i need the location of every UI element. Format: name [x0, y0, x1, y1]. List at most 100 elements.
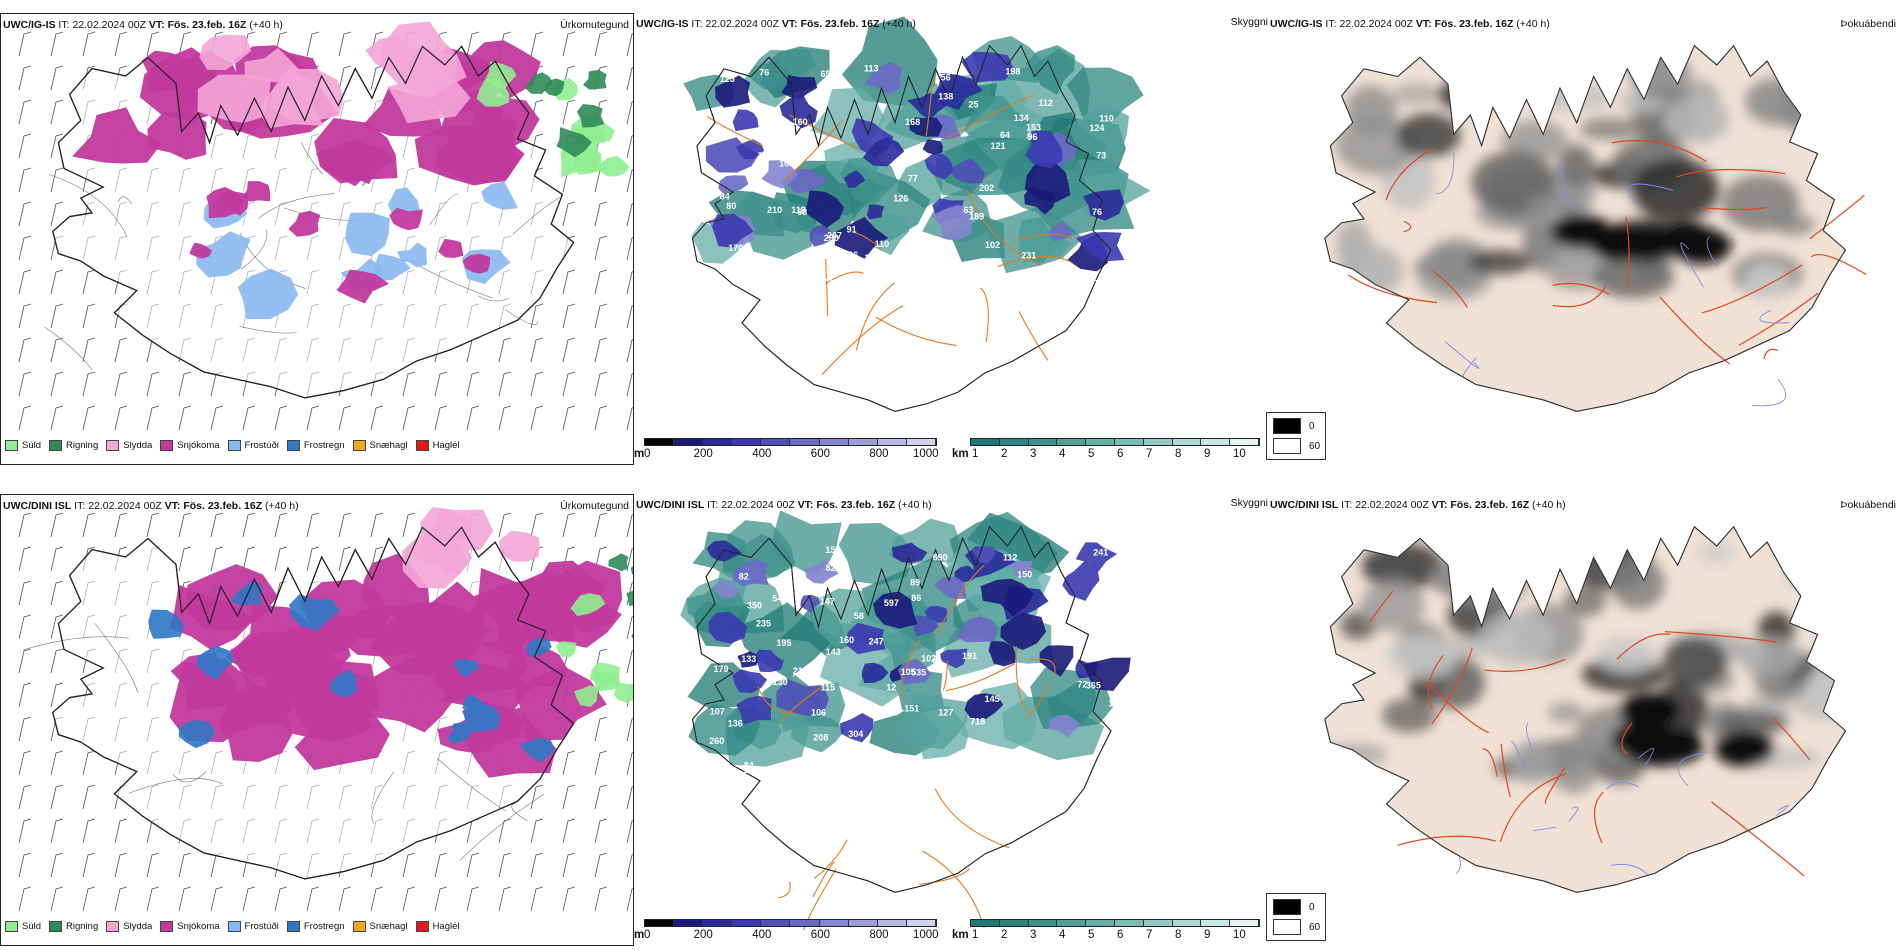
wind-barb [338, 546, 352, 572]
wind-barb [114, 512, 128, 538]
wind-barb [50, 886, 64, 912]
fog-index-cell [1714, 730, 1775, 767]
wind-barb [18, 886, 32, 912]
road [813, 839, 848, 879]
wind-barb [594, 716, 608, 742]
wind-barb [498, 512, 512, 538]
visibility-value-label: 153 [825, 545, 840, 555]
fog-index-cell [1787, 557, 1846, 591]
road [966, 189, 1041, 266]
fog-index-cell [1716, 710, 1789, 736]
wind-barb [50, 682, 64, 708]
freezing-rain-area [328, 669, 357, 698]
fog-index-cell [1744, 77, 1813, 126]
visibility-value-label: 76 [1092, 207, 1102, 217]
fog-index-cell [1526, 193, 1588, 216]
road [853, 231, 883, 252]
coastline-outline [1324, 44, 1847, 412]
legend-label: Slydda [123, 440, 153, 451]
cloud-base-area [706, 540, 742, 562]
wind-barb [626, 786, 633, 810]
fog-legend-row: 0 [1273, 899, 1315, 915]
fog-index-cell [1467, 249, 1532, 275]
legend-label: Súld [22, 921, 42, 932]
legend-swatch [286, 921, 300, 932]
colorbar-cell [1028, 439, 1058, 445]
wind-barb [306, 886, 320, 912]
rain-area [631, 633, 633, 639]
wind-barb [530, 371, 544, 397]
precip-type-panel-bottom: UWC/DINI ISL IT: 22.02.2024 00Z VT: Fös.… [0, 494, 634, 946]
wind-barb [146, 852, 160, 878]
visibility-value-label: 86 [911, 593, 921, 603]
river [1526, 722, 1533, 752]
drizzle-area [613, 682, 633, 703]
wind-barb [82, 371, 96, 397]
cloud-base-area [705, 137, 760, 173]
fog-index-cell [1663, 96, 1731, 144]
visibility-value-label: 172 [817, 278, 832, 288]
wind-barb [178, 371, 192, 397]
wind-barb [114, 886, 128, 912]
freezing-drizzle-area [196, 231, 251, 278]
colorbar-cell [703, 439, 733, 445]
wind-barb [210, 886, 224, 912]
colorbar-tick: 600 [810, 929, 830, 941]
road [301, 142, 323, 175]
colorbar-cell [1143, 920, 1173, 926]
legend-swatch [5, 921, 18, 932]
wind-barb [338, 65, 352, 91]
wind-barb [562, 512, 576, 538]
colorbar-cell [1028, 920, 1058, 926]
road [505, 309, 539, 325]
wind-barb [498, 371, 512, 397]
snow-area [189, 242, 213, 259]
legend-item: Snæhagl [352, 440, 408, 451]
wind-barb [306, 405, 320, 431]
river-network [1455, 722, 1789, 877]
snow-area [147, 110, 207, 160]
wind-barb [530, 303, 544, 329]
wind-barb [50, 99, 64, 125]
visibility-value-label: 82 [739, 572, 749, 582]
rain-area [544, 78, 565, 97]
visibility-colorbar: km 1 2 3 4 5 6 7 8 9 10 [952, 919, 1262, 943]
wind-barb [626, 339, 633, 363]
visibility-value-label: 255 [732, 771, 747, 781]
snow-area [462, 253, 490, 274]
wind-barb [594, 201, 608, 227]
cloud-base-area [736, 695, 772, 725]
sleet-area [432, 543, 472, 576]
cloud-base-area [1039, 645, 1074, 677]
road [1424, 680, 1489, 734]
river [1510, 741, 1526, 771]
road [1659, 296, 1730, 365]
legend-item: Slydda [106, 440, 152, 451]
road [1810, 253, 1867, 276]
colorbar-cell [1172, 439, 1202, 445]
road [821, 305, 904, 376]
cloud-base-area [736, 651, 758, 668]
colorbar-cell [999, 920, 1029, 926]
cloud-base-area [1008, 560, 1033, 579]
freezing-drizzle-area [481, 181, 518, 210]
fog-legend-swatch [1273, 919, 1301, 935]
colorbar-cell [761, 920, 791, 926]
legend-label: Rigning [66, 921, 99, 932]
panel-title: UWC/DINI ISL IT: 22.02.2024 00Z VT: Fös.… [3, 500, 299, 512]
visibility-labels: 290 110 107 213 168 160 153 118 25 177 127 102 8 121 8… [720, 64, 1114, 298]
rain-area [630, 566, 633, 576]
colorbar-cell [761, 439, 791, 445]
legend-swatch [49, 921, 63, 932]
wind-barb [594, 818, 608, 844]
colorbar-tick: 1000 [913, 448, 939, 460]
wind-barb [18, 371, 32, 397]
fog-index-cell [1469, 45, 1547, 94]
visibility-value-label: 202 [979, 183, 994, 193]
visibility-value-label: 124 [864, 253, 879, 263]
legend-swatch [160, 921, 174, 932]
fog-index-cell [1743, 263, 1791, 301]
road [1403, 220, 1412, 233]
wind-barb [626, 135, 633, 159]
road [946, 94, 1034, 139]
